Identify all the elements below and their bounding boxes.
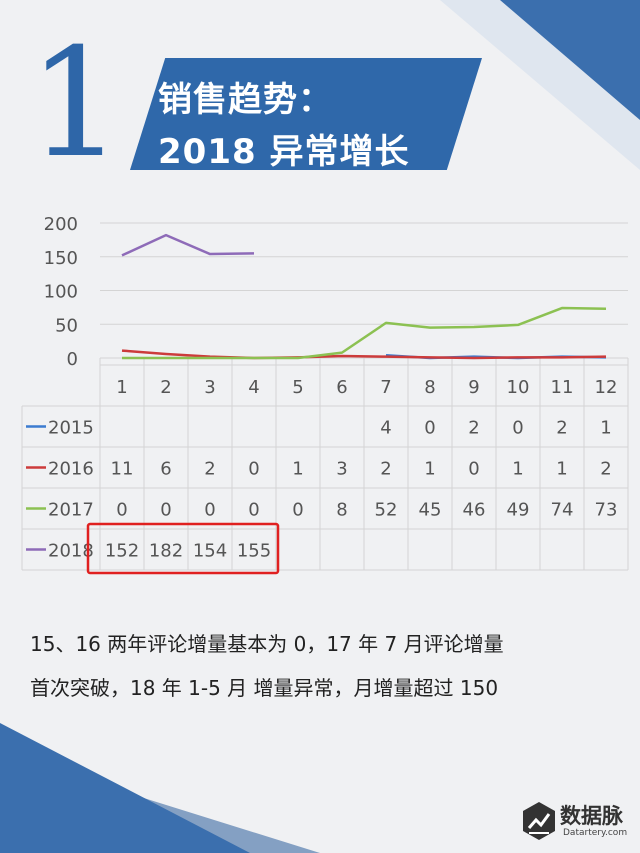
data-label: 2 (600, 459, 611, 480)
y-tick-label: 150 (44, 248, 78, 269)
series-line-2017 (122, 306, 607, 360)
data-label: 182 (149, 541, 183, 562)
x-tick-label: 10 (507, 377, 530, 398)
data-label: 0 (292, 500, 303, 521)
logo-sub: Datartery.com (563, 828, 628, 838)
series-line-2018 (121, 233, 255, 257)
data-label: 4 (380, 418, 391, 439)
data-label: 52 (375, 500, 398, 521)
data-label: 1 (600, 418, 611, 439)
data-label: 45 (419, 500, 442, 521)
datartery-logo-icon (523, 802, 555, 840)
x-tick-label: 8 (424, 377, 435, 398)
x-tick-label: 12 (595, 377, 618, 398)
title-line-1: 销售趋势： (158, 80, 333, 120)
data-label: 1 (556, 459, 567, 480)
data-label: 8 (336, 500, 347, 521)
title-band (130, 58, 482, 170)
legend-label-2015: 2015 (48, 418, 94, 439)
data-label: 6 (160, 459, 171, 480)
data-label: 1 (292, 459, 303, 480)
data-label: 155 (237, 541, 271, 562)
corner-decoration-top-right (500, 0, 640, 120)
data-label: 1 (512, 459, 523, 480)
caption: 15、16 两年评论增量基本为 0，17 年 7 月评论增量 首次突破，18 年… (30, 622, 620, 710)
y-tick-label: 0 (67, 349, 78, 370)
section-number: 1 (28, 17, 124, 191)
y-tick-label: 50 (55, 315, 78, 336)
data-label: 3 (336, 459, 347, 480)
x-tick-label: 5 (292, 377, 303, 398)
series-line-2016 (121, 349, 607, 360)
x-tick-label: 3 (204, 377, 215, 398)
x-tick-label: 7 (380, 377, 391, 398)
caption-line-2: 首次突破，18 年 1-5 月 增量异常，月增量超过 150 (30, 676, 499, 700)
caption-line-1: 15、16 两年评论增量基本为 0，17 年 7 月评论增量 (30, 632, 504, 656)
x-tick-label: 6 (336, 377, 347, 398)
legend-label-2016: 2016 (48, 459, 94, 480)
data-label: 2 (380, 459, 391, 480)
data-label: 0 (116, 500, 127, 521)
data-label: 49 (507, 500, 530, 521)
highlight-box (86, 522, 280, 575)
data-label: 74 (551, 500, 574, 521)
data-label: 46 (463, 500, 486, 521)
data-label: 73 (595, 500, 618, 521)
title-line-2: 2018 异常增长 (158, 132, 410, 172)
data-label: 0 (512, 418, 523, 439)
data-label: 0 (468, 459, 479, 480)
y-tick-label: 200 (44, 214, 78, 235)
x-tick-label: 11 (551, 377, 574, 398)
data-label: 2 (556, 418, 567, 439)
data-label: 154 (193, 541, 227, 562)
data-label: 152 (105, 541, 139, 562)
logo-name: 数据脉 (560, 804, 623, 828)
legend-label-2017: 2017 (48, 500, 94, 521)
corner-decoration-bottom-left (0, 723, 250, 853)
x-tick-label: 1 (116, 377, 127, 398)
x-tick-label: 9 (468, 377, 479, 398)
data-label: 0 (204, 500, 215, 521)
data-label: 0 (160, 500, 171, 521)
data-label: 0 (424, 418, 435, 439)
data-label: 11 (111, 459, 134, 480)
data-label: 0 (248, 500, 259, 521)
data-label: 2 (468, 418, 479, 439)
x-tick-label: 4 (248, 377, 259, 398)
legend-label-2018: 2018 (48, 541, 94, 562)
data-label: 2 (204, 459, 215, 480)
data-label: 1 (424, 459, 435, 480)
y-tick-label: 100 (44, 282, 78, 303)
x-tick-label: 2 (160, 377, 171, 398)
data-label: 0 (248, 459, 259, 480)
